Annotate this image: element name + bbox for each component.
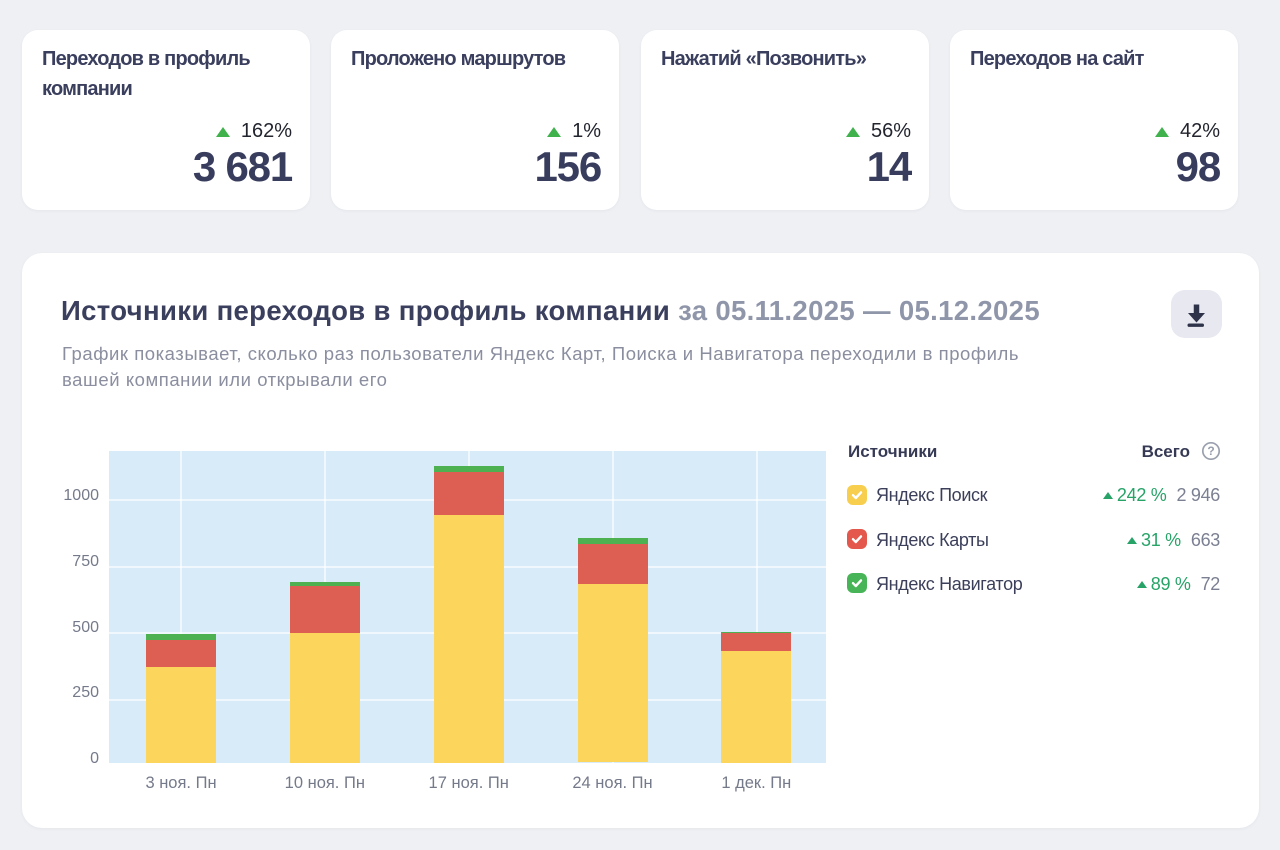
- svg-text:?: ?: [1207, 444, 1214, 458]
